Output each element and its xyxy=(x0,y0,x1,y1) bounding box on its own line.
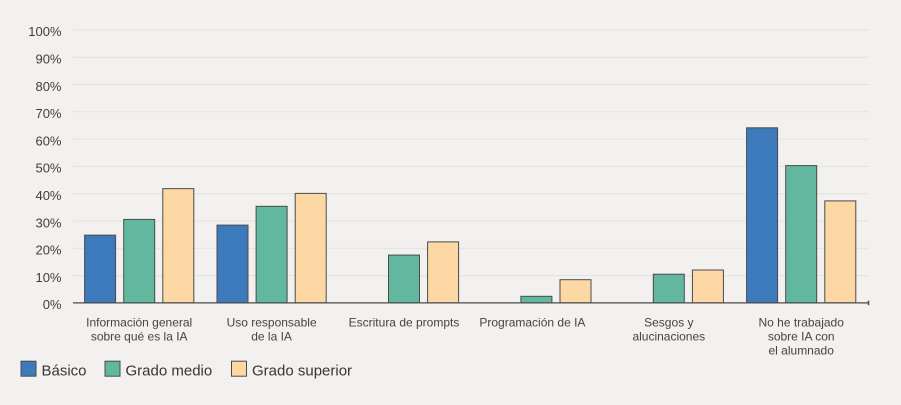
svg-text:Sesgos y: Sesgos y xyxy=(644,316,693,330)
svg-text:Información general: Información general xyxy=(86,316,192,330)
svg-text:80%: 80% xyxy=(35,79,61,94)
svg-text:Programación de IA: Programación de IA xyxy=(479,316,585,330)
svg-text:Grado medio: Grado medio xyxy=(126,363,213,380)
svg-text:sobre IA con: sobre IA con xyxy=(768,330,835,344)
svg-text:Escritura de prompts: Escritura de prompts xyxy=(349,316,460,330)
svg-text:sobre qué es la IA: sobre qué es la IA xyxy=(91,330,188,344)
svg-text:de la IA: de la IA xyxy=(251,330,292,344)
svg-text:No he trabajado: No he trabajado xyxy=(758,316,844,330)
svg-text:el alumnado: el alumnado xyxy=(769,344,835,358)
svg-text:60%: 60% xyxy=(35,133,61,148)
svg-text:20%: 20% xyxy=(35,243,61,258)
svg-text:alucinaciones: alucinaciones xyxy=(632,330,705,344)
svg-text:50%: 50% xyxy=(35,161,61,176)
svg-text:70%: 70% xyxy=(35,106,61,121)
svg-text:90%: 90% xyxy=(35,52,61,67)
svg-text:30%: 30% xyxy=(35,215,61,230)
svg-text:10%: 10% xyxy=(35,270,61,285)
svg-text:0%: 0% xyxy=(43,297,62,312)
svg-text:Grado superior: Grado superior xyxy=(252,363,352,380)
svg-text:100%: 100% xyxy=(28,24,62,39)
svg-text:Básico: Básico xyxy=(42,363,87,380)
svg-text:Uso responsable: Uso responsable xyxy=(227,316,317,330)
svg-text:40%: 40% xyxy=(35,188,61,203)
